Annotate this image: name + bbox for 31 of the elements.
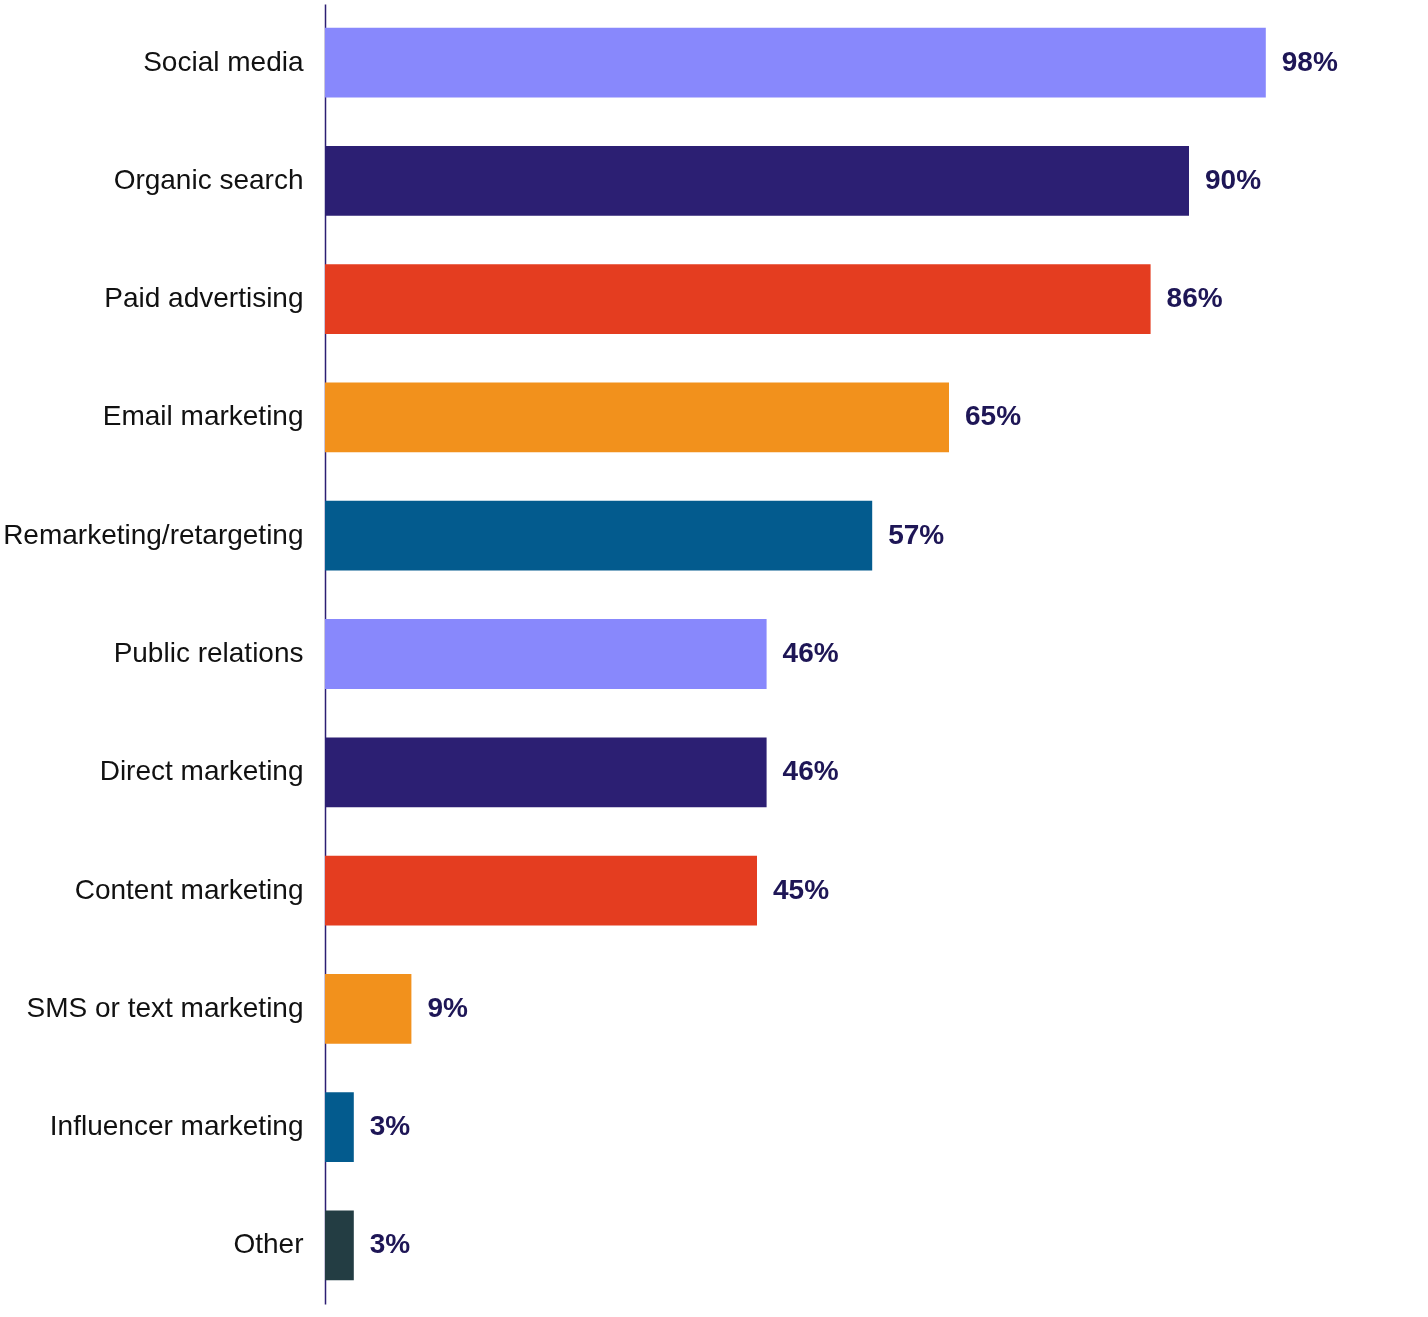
y-tick-label: Direct marketing bbox=[99, 755, 304, 787]
bar bbox=[325, 264, 1151, 335]
data-label: 45% bbox=[773, 873, 830, 905]
bar bbox=[325, 619, 767, 689]
y-tick-label: Public relations bbox=[113, 637, 304, 668]
data-label: 65% bbox=[965, 400, 1022, 432]
data-label: 46% bbox=[782, 637, 839, 668]
y-tick-label: Social media bbox=[143, 45, 304, 77]
bar bbox=[325, 382, 949, 453]
y-tick-label: Organic search bbox=[113, 163, 304, 195]
data-label: 57% bbox=[888, 518, 945, 550]
y-tick-label: Email marketing bbox=[102, 400, 304, 432]
bar bbox=[325, 973, 412, 1044]
bar bbox=[325, 855, 757, 926]
data-label: 9% bbox=[427, 991, 468, 1023]
data-label: 90% bbox=[1205, 163, 1262, 195]
y-tick-label: Paid advertising bbox=[104, 282, 304, 314]
y-tick-label: SMS or text marketing bbox=[26, 991, 304, 1023]
data-label: 86% bbox=[1166, 282, 1223, 314]
bar bbox=[325, 1092, 354, 1163]
y-tick-label: Content marketing bbox=[74, 873, 304, 905]
data-label: 3% bbox=[369, 1228, 411, 1260]
data-label: 46% bbox=[782, 755, 839, 787]
data-label: 3% bbox=[369, 1110, 411, 1142]
bar bbox=[325, 1210, 354, 1281]
y-tick-label: Remarketing/retargeting bbox=[3, 518, 304, 550]
bar bbox=[325, 27, 1266, 98]
data-label: 98% bbox=[1281, 45, 1338, 77]
y-tick-label: Influencer marketing bbox=[49, 1110, 304, 1142]
y-tick-label: Other bbox=[233, 1228, 304, 1260]
bar bbox=[325, 500, 873, 571]
